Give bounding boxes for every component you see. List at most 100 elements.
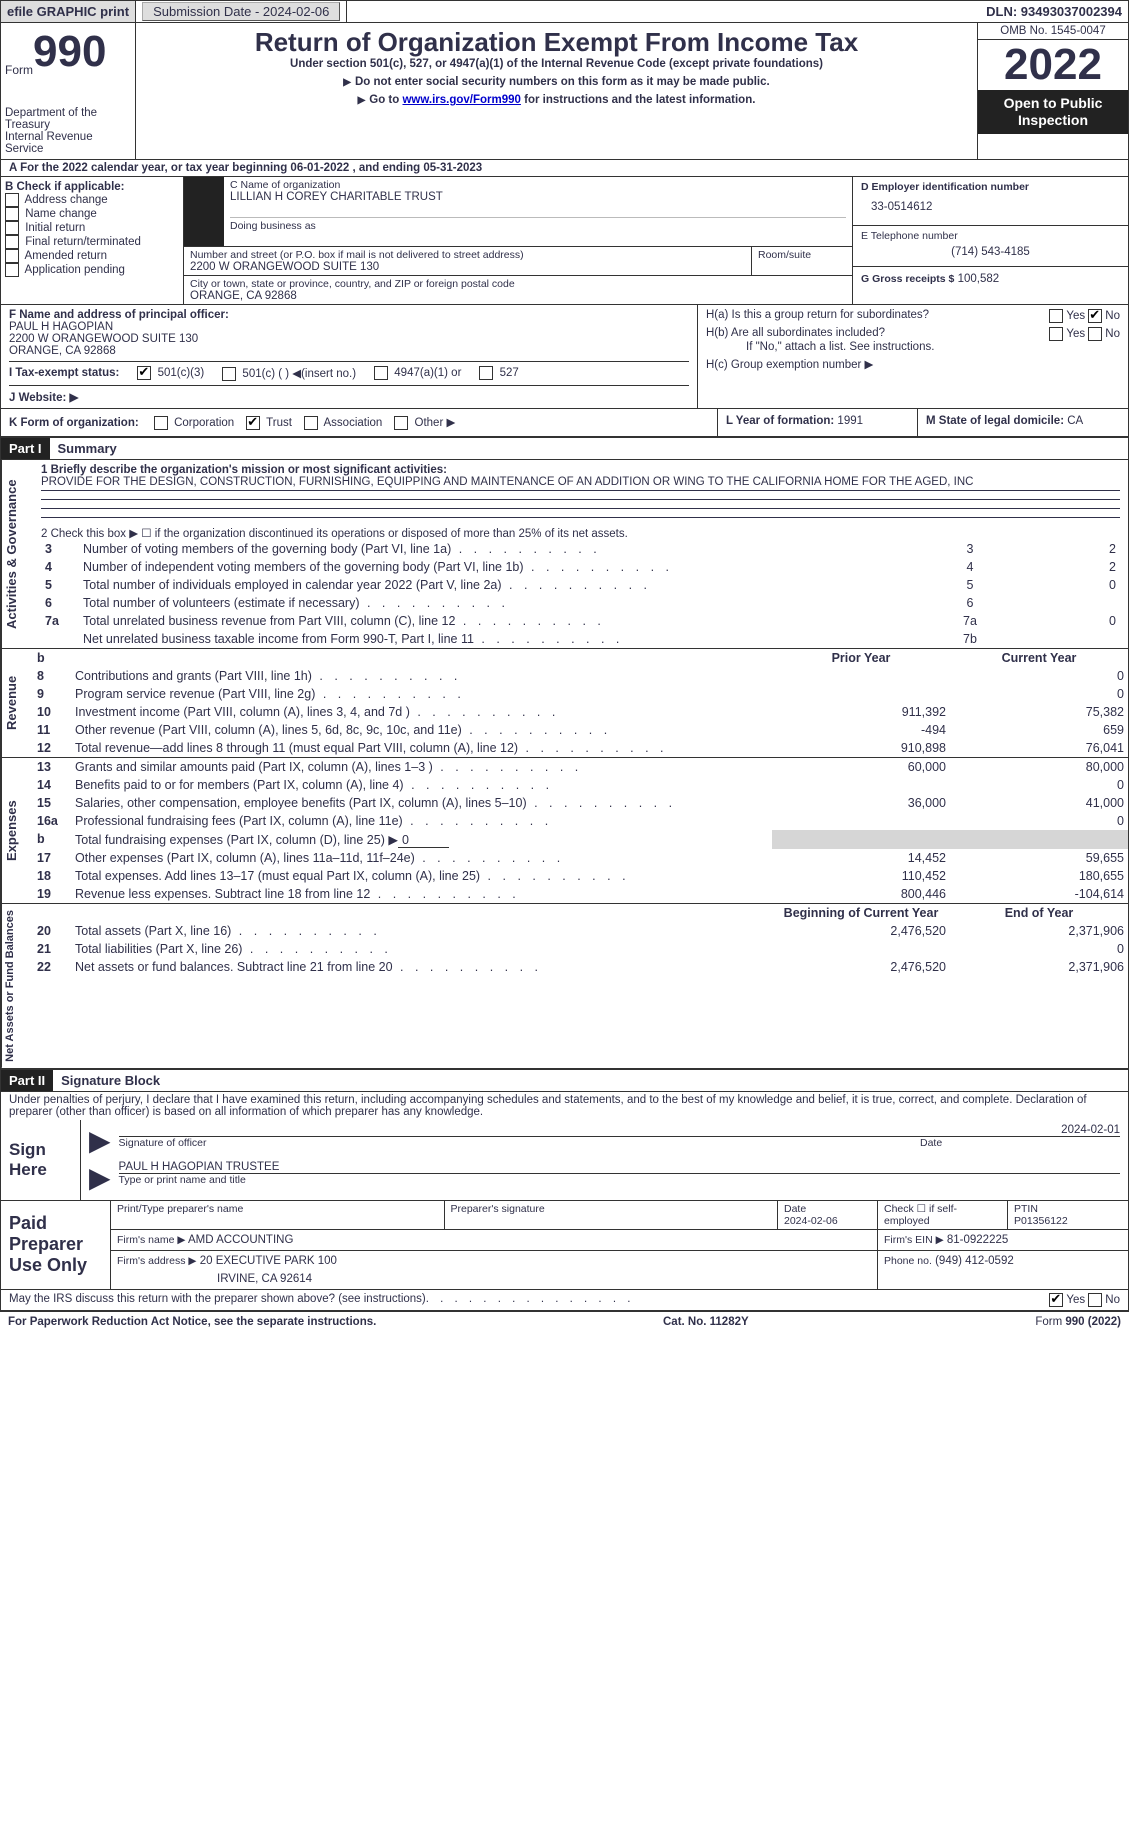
- form-word: Form: [5, 63, 33, 77]
- sign-name: PAUL H HAGOPIAN TRUSTEE: [119, 1161, 1120, 1173]
- opt-501c: 501(c) ( ) ◀(insert no.): [242, 368, 356, 380]
- sign-arrow-icon: ▶: [89, 1124, 111, 1157]
- section-h: H(a) Is this a group return for subordin…: [698, 305, 1128, 408]
- firm-addr-label: Firm's address ▶: [117, 1255, 197, 1267]
- ein-label: D Employer identification number: [861, 181, 1120, 193]
- footer-left: For Paperwork Reduction Act Notice, see …: [8, 1316, 376, 1328]
- section-b-item: Name change: [5, 207, 179, 221]
- m-value: CA: [1067, 415, 1083, 427]
- firm-phone: (949) 412-0592: [935, 1255, 1014, 1267]
- street-address: 2200 W ORANGEWOOD SUITE 130: [190, 261, 745, 273]
- officer-addr1: 2200 W ORANGEWOOD SUITE 130: [9, 333, 689, 345]
- section-b-item: Address change: [5, 193, 179, 207]
- section-b: B Check if applicable: Address change Na…: [1, 177, 184, 304]
- paid-preparer-label: Paid Preparer Use Only: [1, 1201, 111, 1289]
- section-b-item: Final return/terminated: [5, 235, 179, 249]
- officer-name: PAUL H HAGOPIAN: [9, 321, 689, 333]
- prep-name-label: Print/Type preparer's name: [111, 1201, 445, 1229]
- dba-label: Doing business as: [230, 217, 846, 232]
- firm-name-label: Firm's name ▶: [117, 1234, 185, 1246]
- section-b-item: Amended return: [5, 249, 179, 263]
- firm-addr1: 20 EXECUTIVE PARK 100: [200, 1255, 337, 1267]
- sign-here-label: Sign Here: [1, 1120, 81, 1200]
- section-f: F Name and address of principal officer:…: [1, 305, 698, 408]
- efile-header: efile GRAPHIC print Submission Date - 20…: [0, 0, 1129, 23]
- room-label: Room/suite: [752, 247, 852, 275]
- street-label: Number and street (or P.O. box if mail i…: [190, 249, 745, 261]
- h-note: If "No," attach a list. See instructions…: [746, 341, 1120, 353]
- submission-cell: Submission Date - 2024-02-06: [136, 1, 347, 22]
- phone-label: E Telephone number: [861, 230, 1120, 242]
- dln-text: DLN: 93493037002394: [986, 4, 1122, 19]
- ptin-value: P01356122: [1014, 1215, 1068, 1227]
- section-c: C Name of organization LILLIAN H COREY C…: [184, 177, 853, 304]
- 527-checkbox[interactable]: [479, 366, 493, 380]
- prep-date-label: Date: [784, 1203, 806, 1215]
- netassets-label: Net Assets or Fund Balances: [1, 904, 33, 1068]
- section-b-item: Initial return: [5, 221, 179, 235]
- self-employed-check[interactable]: Check ☐ if self-employed: [878, 1201, 1008, 1229]
- q2-text: 2 Check this box ▶ ☐ if the organization…: [41, 526, 1120, 540]
- part2-title: Signature Block: [53, 1070, 168, 1091]
- prep-date: 2024-02-06: [784, 1215, 838, 1227]
- section-d-e-g: D Employer identification number 33-0514…: [853, 177, 1128, 304]
- q1-label: 1 Briefly describe the organization's mi…: [41, 464, 1120, 476]
- discuss-yes[interactable]: [1049, 1293, 1063, 1307]
- governance-label: Activities & Governance: [1, 460, 33, 648]
- firm-name: AMD ACCOUNTING: [188, 1234, 293, 1246]
- subtitle-1: Under section 501(c), 527, or 4947(a)(1)…: [144, 58, 969, 70]
- officer-label: F Name and address of principal officer:: [9, 309, 689, 321]
- dept-irs: Internal Revenue Service: [5, 131, 131, 155]
- 501c3-checkbox[interactable]: [137, 366, 151, 380]
- dln-cell: DLN: 93493037002394: [347, 1, 1128, 22]
- irs-link[interactable]: www.irs.gov/Form990: [402, 94, 520, 106]
- opt-527: 527: [500, 368, 519, 380]
- arrow-icon: [358, 94, 370, 106]
- year-box: OMB No. 1545-0047 2022 Open to Public In…: [978, 23, 1128, 159]
- ein-value: 33-0514612: [861, 193, 1120, 221]
- expenses-label: Expenses: [1, 758, 33, 903]
- sign-name-label: Type or print name and title: [119, 1173, 1120, 1186]
- h-a: H(a) Is this a group return for subordin…: [706, 309, 929, 323]
- dept-treasury: Department of the Treasury: [5, 107, 131, 131]
- h-c: H(c) Group exemption number ▶: [706, 357, 1120, 371]
- hb-no[interactable]: [1088, 327, 1102, 341]
- efile-text: efile GRAPHIC print: [7, 4, 129, 19]
- 501c-checkbox[interactable]: [222, 367, 236, 381]
- efile-label: efile GRAPHIC print: [1, 1, 136, 22]
- k-label: K Form of organization:: [9, 417, 139, 429]
- discuss-no[interactable]: [1088, 1293, 1102, 1307]
- ha-no[interactable]: [1088, 309, 1102, 323]
- submission-btn[interactable]: Submission Date - 2024-02-06: [142, 2, 340, 21]
- org-name-label: C Name of organization: [230, 179, 846, 191]
- omb-number: OMB No. 1545-0047: [978, 23, 1128, 40]
- l-label: L Year of formation:: [726, 415, 834, 427]
- phone-value: (714) 543-4185: [861, 242, 1120, 262]
- 4947-checkbox[interactable]: [374, 366, 388, 380]
- subtitle-2: Do not enter social security numbers on …: [355, 76, 770, 88]
- line-a: A For the 2022 calendar year, or tax yea…: [0, 160, 1129, 177]
- part2-tag: Part II: [1, 1070, 53, 1091]
- opt-501c3: 501(c)(3): [158, 368, 205, 380]
- sub3-pre: Go to: [369, 94, 402, 106]
- prep-sig-label: Preparer's signature: [445, 1201, 779, 1229]
- gross-label: G Gross receipts $: [861, 273, 954, 285]
- hb-yes[interactable]: [1049, 327, 1063, 341]
- l-value: 1991: [837, 415, 863, 427]
- website-label: J Website: ▶: [9, 385, 689, 404]
- q1-text: PROVIDE FOR THE DESIGN, CONSTRUCTION, FU…: [41, 476, 1120, 488]
- part1-tag: Part I: [1, 438, 50, 459]
- arrow-icon: [343, 76, 355, 88]
- sub3-post: for instructions and the latest informat…: [521, 94, 756, 106]
- firm-addr2: IRVINE, CA 92614: [217, 1273, 871, 1285]
- org-name: LILLIAN H COREY CHARITABLE TRUST: [230, 191, 846, 203]
- officer-addr2: ORANGE, CA 92868: [9, 345, 689, 357]
- perjury-text: Under penalties of perjury, I declare th…: [0, 1091, 1129, 1120]
- open-public-1: Open to Public: [980, 95, 1126, 112]
- ha-yes[interactable]: [1049, 309, 1063, 323]
- h-b: H(b) Are all subordinates included?: [706, 327, 885, 341]
- section-b-title: B Check if applicable:: [5, 181, 179, 193]
- title-box: Return of Organization Exempt From Incom…: [136, 23, 978, 159]
- sig-officer-label: Signature of officer: [119, 1137, 920, 1149]
- revenue-label: Revenue: [1, 649, 33, 757]
